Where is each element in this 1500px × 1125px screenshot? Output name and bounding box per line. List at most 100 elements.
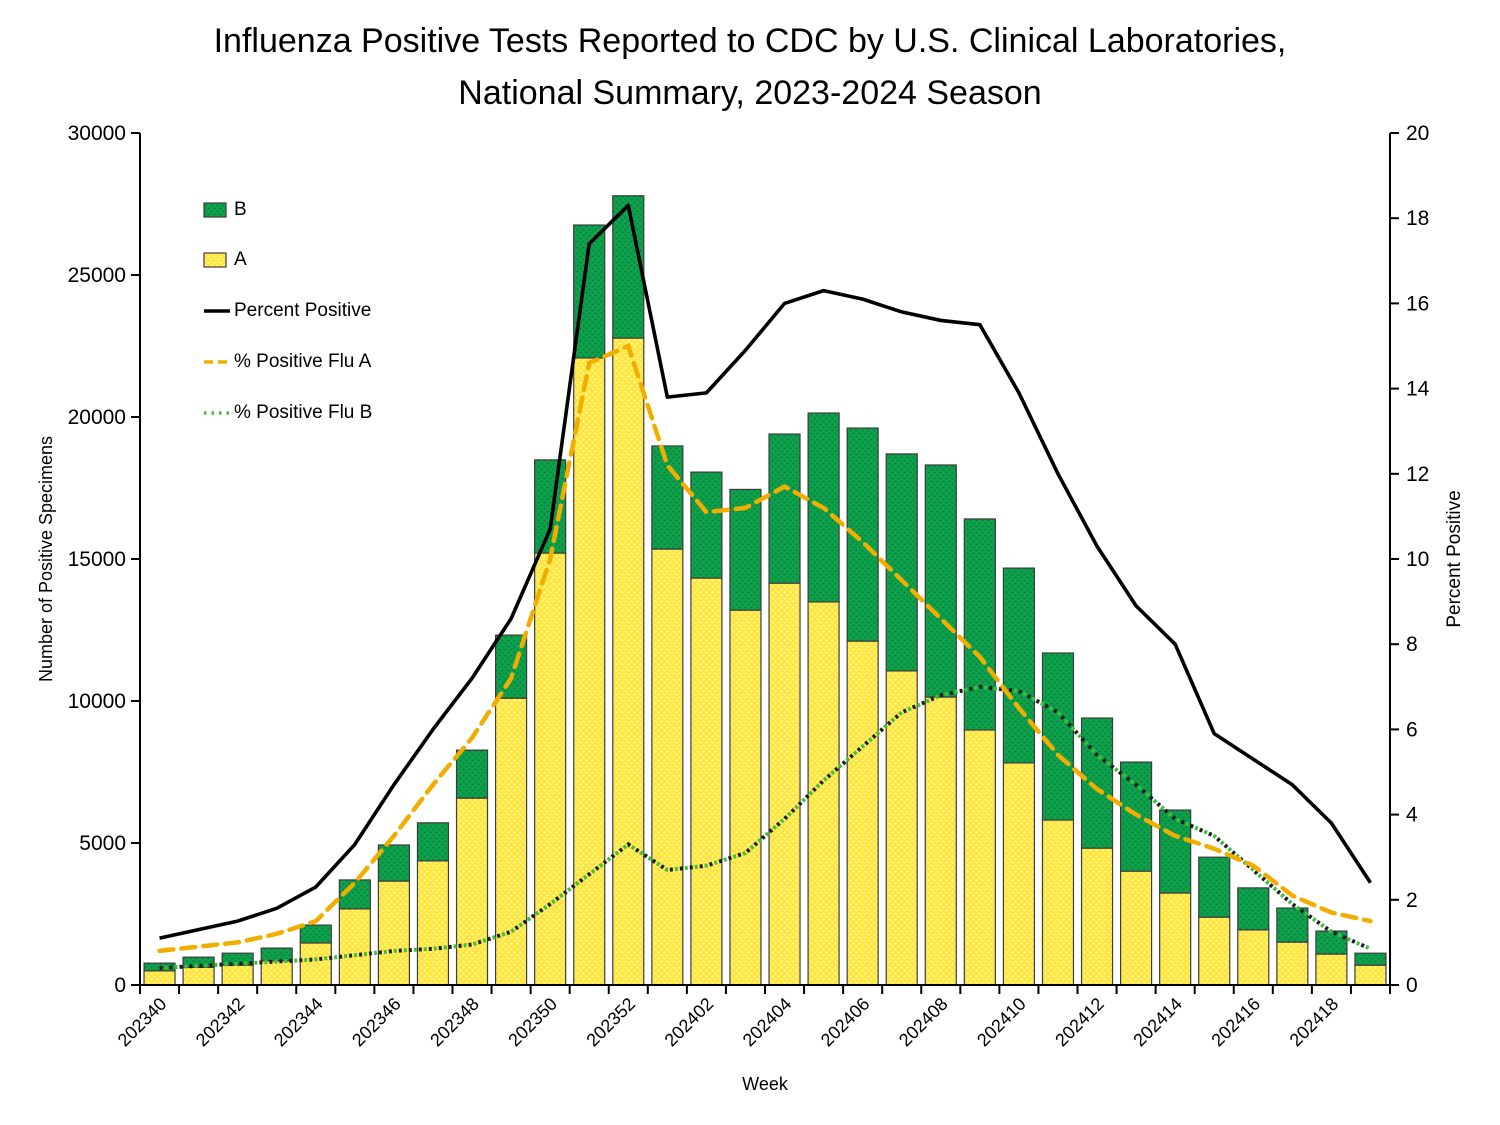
y-right-tick-label: 12 <box>1406 463 1429 486</box>
bars-layer <box>143 195 1387 986</box>
x-tick-label: 202350 <box>504 994 561 1051</box>
x-tick-label: 202404 <box>739 994 796 1051</box>
legend-label: % Positive Flu A <box>234 351 372 372</box>
y-left-tick-label: 20000 <box>68 406 126 429</box>
x-axis-title: Week <box>742 1074 789 1094</box>
percent-positive-line <box>159 203 1372 940</box>
bar-flu-b <box>299 924 332 944</box>
y-right-tick-label: 18 <box>1406 207 1429 230</box>
bar-flu-b <box>182 956 215 968</box>
bar-flu-b <box>455 749 489 799</box>
x-tick-label: 202418 <box>1286 994 1343 1051</box>
y-right-tick-label: 0 <box>1406 974 1418 997</box>
y-right-tick-label: 8 <box>1406 633 1418 656</box>
bar-flu-b <box>1315 930 1348 955</box>
bar-flu-a <box>1276 941 1309 986</box>
bar-flu-a <box>573 357 606 986</box>
bar-flu-b <box>1237 887 1270 931</box>
bar-flu-a <box>924 696 957 986</box>
bar-flu-a <box>534 552 567 986</box>
y-left-tick-label: 5000 <box>79 832 126 855</box>
y-right-tick-label: 2 <box>1406 889 1418 912</box>
bar-flu-b <box>221 952 254 966</box>
bar-flu-a <box>1041 819 1075 986</box>
y-left-tick-label: 0 <box>114 974 126 997</box>
bar-flu-a <box>690 577 723 986</box>
legend-label: A <box>234 249 247 270</box>
x-tick-label: 202340 <box>114 994 171 1051</box>
y-right-tick-label: 10 <box>1406 548 1429 571</box>
x-tick-label: 202402 <box>661 994 718 1051</box>
bar-flu-a <box>1354 964 1387 986</box>
legend-item: % Positive Flu A <box>204 351 372 372</box>
legend-item: A <box>203 249 247 270</box>
bar-flu-a <box>885 670 918 986</box>
x-tick-label: 202412 <box>1051 994 1108 1051</box>
flu-a-percent-line <box>157 342 1373 954</box>
bar-flu-a <box>729 609 762 986</box>
bar-flu-a <box>416 860 450 986</box>
legend-label: B <box>234 199 247 220</box>
y-right-tick-label: 4 <box>1406 804 1418 827</box>
legend-label: % Positive Flu B <box>234 402 372 423</box>
bar-flu-b <box>924 464 957 698</box>
bar-flu-b <box>963 518 996 731</box>
bar-flu-b <box>1354 952 1387 966</box>
bar-flu-a <box>377 880 411 986</box>
y-axis-left-title: Number of Positive Specimens <box>36 436 56 682</box>
x-tick-label: 202344 <box>270 994 327 1051</box>
bar-flu-b <box>768 433 801 584</box>
y-right-tick-label: 6 <box>1406 718 1418 741</box>
bar-flu-a <box>612 337 645 986</box>
bar-flu-a <box>182 966 215 986</box>
chart-title-line-2: National Summary, 2023-2024 Season <box>458 74 1041 112</box>
chart-title-line-1: Influenza Positive Tests Reported to CDC… <box>214 22 1287 60</box>
bar-flu-b <box>1198 856 1231 918</box>
bar-flu-a <box>651 548 684 986</box>
bar-flu-b <box>1276 907 1309 943</box>
legend-item: Percent Positive <box>204 300 371 321</box>
x-tick-label: 202346 <box>348 994 405 1051</box>
bar-flu-b <box>690 471 723 579</box>
bar-flu-a <box>846 640 879 986</box>
y-left-tick-label: 25000 <box>68 264 126 287</box>
bar-flu-a <box>338 908 371 986</box>
bar-flu-a <box>299 942 332 986</box>
bar-flu-a <box>455 797 489 986</box>
bar-flu-a <box>143 970 176 986</box>
x-tick-label: 202352 <box>582 994 639 1051</box>
legend-label: Percent Positive <box>234 300 371 321</box>
flu-b-percent-line-shadow <box>159 684 1372 970</box>
bar-flu-a <box>1080 847 1114 986</box>
y-right-tick-label: 20 <box>1406 122 1429 145</box>
bar-flu-a <box>494 697 528 986</box>
bar-flu-b <box>885 453 918 672</box>
bar-flu-a <box>963 729 996 986</box>
bar-flu-b <box>1080 717 1114 849</box>
bar-flu-a <box>1315 953 1348 986</box>
bar-flu-b <box>1041 652 1075 821</box>
bar-flu-a <box>260 960 293 986</box>
x-tick-label: 202410 <box>973 994 1030 1051</box>
bar-flu-a <box>1198 916 1231 986</box>
bar-flu-a <box>1002 762 1036 986</box>
bar-flu-a <box>1237 929 1270 986</box>
bar-flu-a <box>1119 870 1153 986</box>
bar-flu-b <box>651 445 684 550</box>
lines-layer <box>157 203 1373 970</box>
bar-flu-a <box>221 964 254 986</box>
legend-swatch-flu-b <box>203 202 227 218</box>
legend: B A Percent Positive % Positive Flu A % Posi… <box>203 199 372 423</box>
bar-flu-b <box>1002 567 1036 764</box>
x-tick-label: 202406 <box>817 994 874 1051</box>
x-tick-label: 202342 <box>192 994 249 1051</box>
y-right-tick-label: 16 <box>1406 292 1429 315</box>
x-tick-label: 202416 <box>1207 994 1264 1051</box>
y-left-tick-label: 10000 <box>68 690 126 713</box>
legend-item: % Positive Flu B <box>204 402 372 423</box>
y-left-tick-label: 15000 <box>68 548 126 571</box>
bar-flu-a <box>768 582 801 986</box>
x-tick-label: 202408 <box>895 994 952 1051</box>
x-tick-label: 202348 <box>426 994 483 1051</box>
